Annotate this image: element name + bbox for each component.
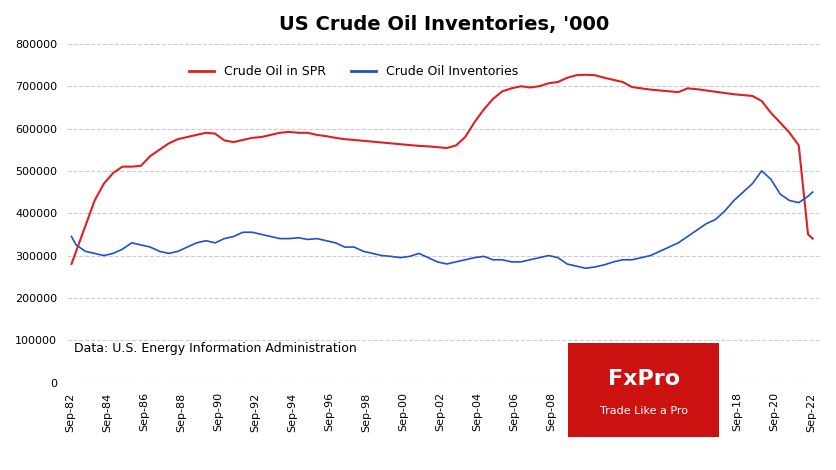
- Text: Trade Like a Pro: Trade Like a Pro: [599, 406, 688, 416]
- Text: FxPro: FxPro: [608, 369, 680, 389]
- Text: Data: U.S. Energy Information Administration: Data: U.S. Energy Information Administra…: [74, 343, 357, 355]
- Legend: Crude Oil in SPR, Crude Oil Inventories: Crude Oil in SPR, Crude Oil Inventories: [184, 60, 523, 83]
- Title: US Crude Oil Inventories, '000: US Crude Oil Inventories, '000: [278, 15, 609, 34]
